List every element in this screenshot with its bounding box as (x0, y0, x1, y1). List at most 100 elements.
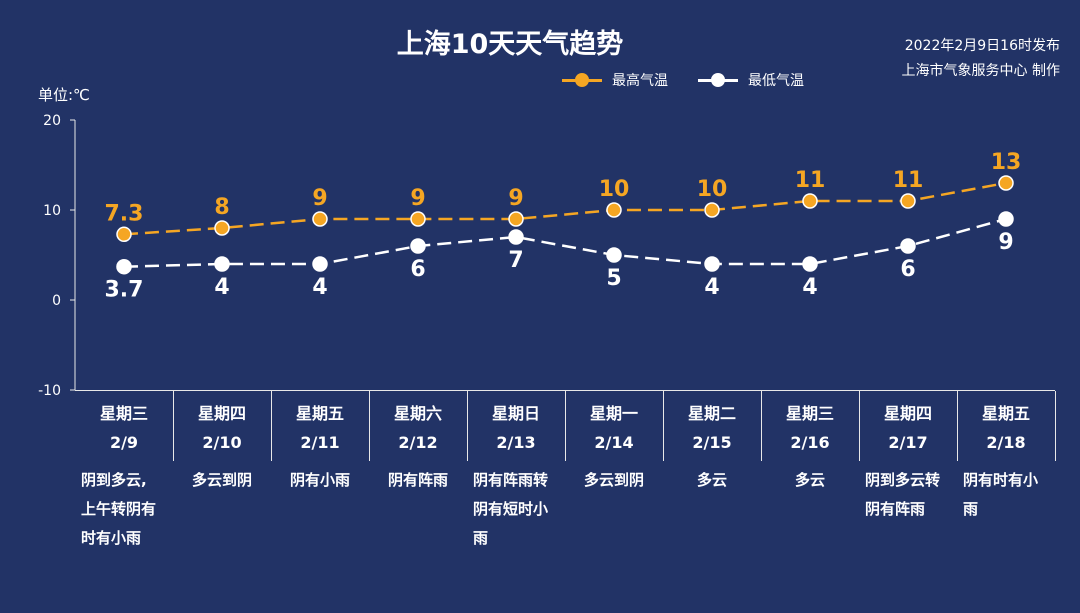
date-label: 2/12 (398, 433, 438, 452)
condition-line: 阴有阵雨转 (473, 471, 549, 489)
low-temp-point (606, 247, 622, 263)
condition-line: 多云 (794, 471, 825, 489)
condition-line: 雨 (473, 529, 489, 547)
high-temp-point (410, 211, 426, 227)
condition-line: 阴到多云转 (865, 471, 941, 489)
date-label: 2/15 (692, 433, 732, 452)
condition-line: 时有小雨 (81, 529, 142, 547)
condition-line: 阴有阵雨 (865, 500, 926, 518)
legend-swatch-high (562, 72, 602, 88)
condition-line: 阴到多云, (81, 471, 147, 489)
low-temp-point (998, 211, 1014, 227)
day-column: 星期六 2/12 (369, 391, 467, 461)
high-temp-label: 9 (508, 186, 523, 211)
low-temp-label: 4 (214, 275, 229, 300)
day-column: 星期四 2/10 (173, 391, 271, 461)
low-temp-point (116, 258, 132, 275)
high-temp-point (802, 193, 818, 209)
weather-condition: 阴有阵雨 (369, 466, 467, 495)
weekday-label: 星期三 (99, 404, 148, 423)
publish-info: 2022年2月9日16时发布 上海市气象服务中心 制作 (902, 34, 1060, 84)
high-temp-point (214, 220, 230, 236)
high-temp-label: 11 (893, 168, 924, 193)
low-temp-label: 7 (508, 248, 523, 273)
weekday-label: 星期三 (785, 404, 834, 423)
chart-title: 上海10天天气趋势 (396, 29, 624, 60)
high-temp-point (312, 211, 328, 227)
condition-line: 多云到阴 (583, 471, 644, 489)
low-temp-point (508, 229, 524, 245)
weekday-label: 星期一 (589, 404, 638, 423)
y-tick-label: 0 (52, 293, 61, 309)
publisher: 上海市气象服务中心 制作 (901, 63, 1060, 79)
column-divider (565, 391, 566, 461)
condition-line: 阴有小雨 (289, 471, 350, 489)
day-column: 星期日 2/13 (467, 391, 565, 461)
weekday-label: 星期四 (883, 404, 932, 423)
weather-condition: 多云到阴 (565, 466, 663, 495)
weather-condition: 阴有小雨 (271, 466, 369, 495)
weekday-label: 星期日 (491, 404, 540, 423)
high-temp-label: 10 (599, 177, 630, 202)
condition-line: 阴有时有小 (963, 471, 1039, 489)
y-tick-label: 10 (43, 203, 61, 219)
day-column: 星期三 2/9 (75, 391, 173, 461)
weather-condition: 阴有阵雨转阴有短时小雨 (473, 466, 565, 553)
publish-time: 2022年2月9日16时发布 (904, 38, 1060, 54)
low-temp-point (802, 256, 818, 272)
low-temp-label: 5 (606, 266, 621, 291)
weather-condition: 阴到多云转 阴有阵雨 (865, 466, 957, 524)
date-label: 2/16 (790, 433, 830, 452)
date-label: 2/18 (986, 433, 1026, 452)
weekday-label: 星期四 (197, 404, 246, 423)
condition-line: 多云 (696, 471, 727, 489)
low-temp-label: 6 (900, 257, 915, 282)
high-temp-label: 8 (214, 195, 229, 220)
column-divider (467, 391, 468, 461)
condition-line: 多云到阴 (191, 471, 252, 489)
unit-label: 单位:℃ (38, 86, 90, 104)
high-temp-point (704, 202, 720, 218)
weather-condition: 多云到阴 (173, 466, 271, 495)
condition-line: 阴有短时小 (473, 500, 549, 518)
high-temp-label: 11 (795, 168, 826, 193)
column-divider (761, 391, 762, 461)
weather-condition: 阴到多云, 上午转阴有时有小雨 (81, 466, 173, 553)
date-label: 2/11 (300, 433, 340, 452)
date-label: 2/10 (202, 433, 242, 452)
low-temp-point (214, 256, 230, 272)
legend: 最高气温 最低气温 (562, 70, 834, 90)
day-column: 星期五 2/11 (271, 391, 369, 461)
weekday-label: 星期五 (295, 404, 344, 423)
day-column: 星期五 2/18 (957, 391, 1055, 461)
high-temp-point (508, 211, 524, 227)
legend-item-low[interactable]: 最低气温 (698, 70, 804, 90)
date-label: 2/9 (109, 433, 139, 452)
legend-label-low: 最低气温 (748, 73, 804, 89)
condition-line: 上午转阴有 (81, 500, 157, 518)
condition-line: 雨 (963, 500, 979, 518)
legend-swatch-low (698, 72, 738, 88)
low-temp-line (123, 217, 1007, 268)
y-tick-label: 20 (43, 113, 61, 129)
high-temp-label: 7.3 (105, 201, 144, 226)
legend-item-high[interactable]: 最高气温 (562, 70, 668, 90)
column-divider (173, 391, 174, 461)
day-column: 星期四 2/17 (859, 391, 957, 461)
low-temp-label: 9 (998, 230, 1013, 255)
high-temp-line (123, 181, 1007, 236)
column-divider (1055, 391, 1056, 461)
column-divider (271, 391, 272, 461)
day-table: 星期三 2/9 星期四 2/10 星期五 2/11 星期六 2/12 星期日 2/13 星期一 2/1… (75, 390, 1056, 461)
high-temp-label: 10 (697, 177, 728, 202)
day-column: 星期一 2/14 (565, 391, 663, 461)
low-temp-point (410, 238, 426, 254)
weather-condition: 多云 (761, 466, 859, 495)
high-temp-label: 13 (991, 150, 1022, 175)
date-label: 2/13 (496, 433, 536, 452)
day-column: 星期二 2/15 (663, 391, 761, 461)
column-divider (859, 391, 860, 461)
low-temp-label: 4 (704, 275, 719, 300)
day-column: 星期三 2/16 (761, 391, 859, 461)
